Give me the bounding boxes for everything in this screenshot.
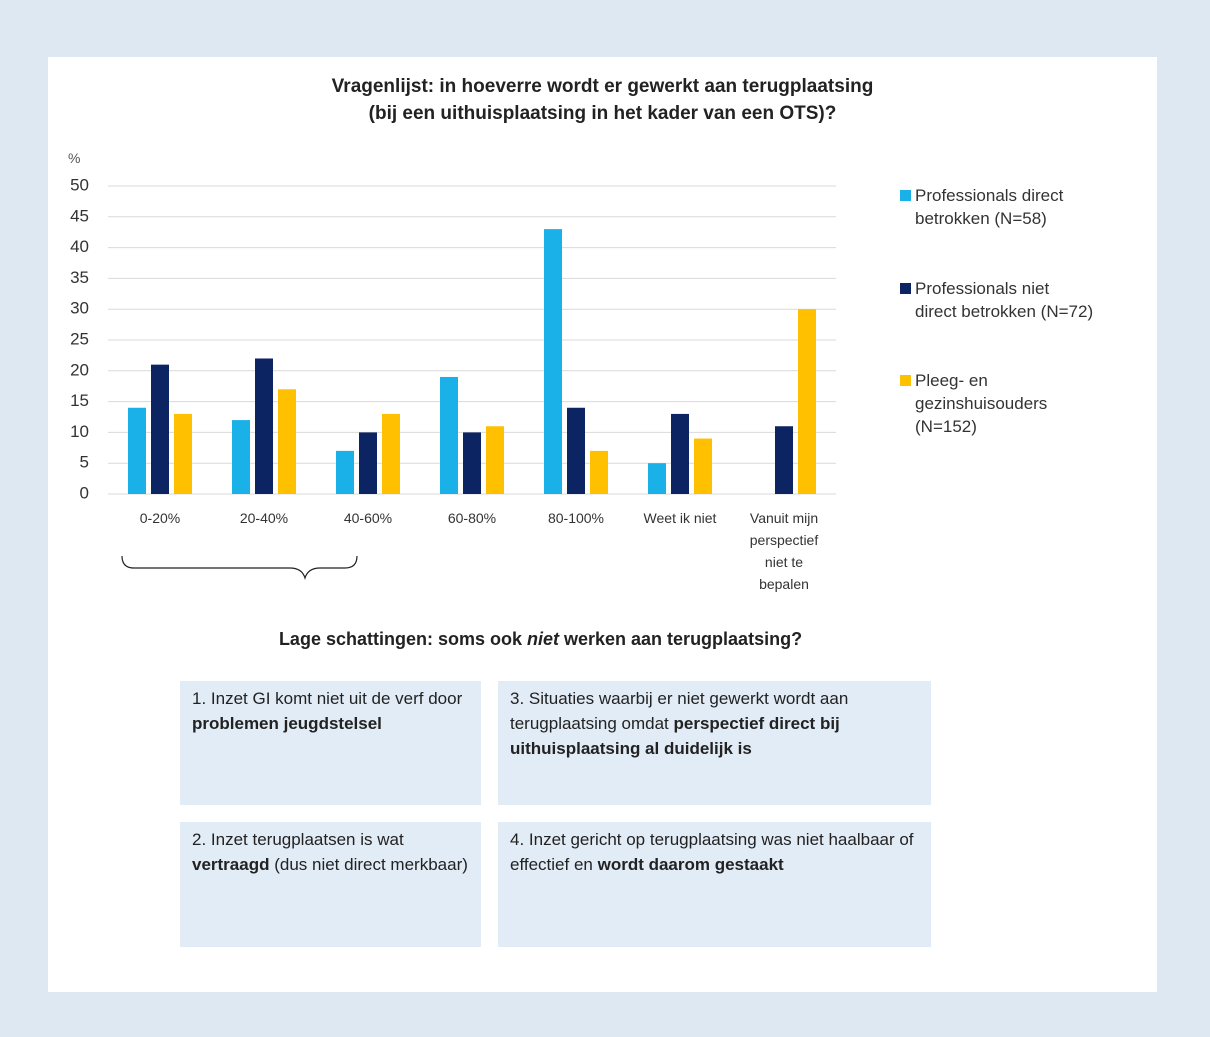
x-tick-label: 20-40% — [239, 510, 289, 526]
y-tick-label: 25 — [70, 329, 89, 348]
text-run: problemen jeugdstelsel — [192, 714, 382, 733]
bar — [359, 432, 377, 494]
note-box: 4. Inzet gericht op terugplaatsing was n… — [498, 822, 931, 947]
bar — [232, 420, 250, 494]
bar — [671, 413, 689, 494]
y-tick-label: 10 — [70, 422, 89, 441]
text-run: vertraagd — [192, 855, 270, 874]
y-tick-label: 15 — [70, 391, 89, 410]
text-run: perspectief direct bij uithuisplaatsing … — [510, 714, 840, 758]
y-tick-label: 5 — [80, 453, 89, 472]
brace — [121, 555, 358, 581]
note-box: 1. Inzet GI komt niet uit de verf door p… — [180, 681, 481, 805]
y-tick-label: 0 — [80, 483, 89, 502]
bar — [255, 358, 273, 494]
bar — [151, 364, 169, 494]
text-run: wordt daarom gestaakt — [597, 855, 784, 874]
bar — [128, 407, 146, 494]
text-run: (dus niet direct merkbaar) — [269, 855, 468, 874]
text-run: 2. Inzet terugplaatsen is wat — [192, 830, 404, 849]
y-axis-label: % — [68, 150, 81, 166]
y-tick-label: 20 — [70, 360, 89, 379]
bar — [440, 376, 458, 494]
y-tick-label: 45 — [70, 206, 89, 225]
text-run: 3. Situaties waarbij er niet gewerkt wor… — [510, 689, 849, 733]
legend-swatch — [900, 283, 911, 294]
x-tick-label: Vanuit mijn perspectief niet te bepalen — [749, 510, 819, 592]
x-tick-label: 40-60% — [343, 510, 393, 526]
text-run: werken aan terugplaatsing? — [559, 629, 803, 649]
bar — [544, 229, 562, 494]
bar — [590, 450, 608, 494]
bar — [798, 309, 816, 494]
note-box: 2. Inzet terugplaatsen is wat vertraagd … — [180, 822, 481, 947]
y-tick-label: 40 — [70, 237, 89, 256]
y-tick-label: 30 — [70, 299, 89, 318]
bar — [648, 463, 666, 494]
bar — [567, 407, 585, 494]
boxes: 1. Inzet GI komt niet uit de verf door p… — [180, 681, 931, 947]
bar — [463, 432, 481, 494]
heading: Lage schattingen: soms ook niet werken a… — [48, 629, 1033, 650]
legend-swatch — [900, 375, 911, 386]
bar — [278, 389, 296, 494]
legend-label: Professionals direct betrokken (N=58) — [915, 186, 1064, 228]
text-run: Lage schattingen: soms ook — [278, 629, 527, 649]
bar — [336, 450, 354, 494]
x-tick-label: 60-80% — [447, 510, 497, 526]
x-tick-label: Weet ik niet — [643, 510, 717, 526]
x-tick-label: 0-20% — [139, 510, 181, 526]
y-tick-label: 50 — [70, 175, 89, 194]
text-run: 4. Inzet gericht op terugplaatsing was n… — [510, 830, 914, 874]
y-tick-label: 35 — [70, 268, 89, 287]
bar — [174, 413, 192, 494]
bar — [382, 413, 400, 494]
legend-label: Professionals niet direct betrokken (N=7… — [915, 279, 1094, 321]
text-run: 1. Inzet GI komt niet uit de verf door — [192, 689, 463, 708]
text-run: niet — [526, 629, 559, 649]
bar — [694, 438, 712, 494]
note-box: 3. Situaties waarbij er niet gewerkt wor… — [498, 681, 931, 805]
legend-swatch — [900, 190, 911, 201]
bar — [775, 426, 793, 494]
legend-label: Pleeg- en gezinshuisouders (N=152) — [915, 371, 1048, 436]
bar — [486, 426, 504, 494]
x-tick-label: 80-100% — [547, 510, 605, 526]
chart-title: Vragenlijst: in hoeverre wordt er gewerk… — [331, 76, 874, 124]
